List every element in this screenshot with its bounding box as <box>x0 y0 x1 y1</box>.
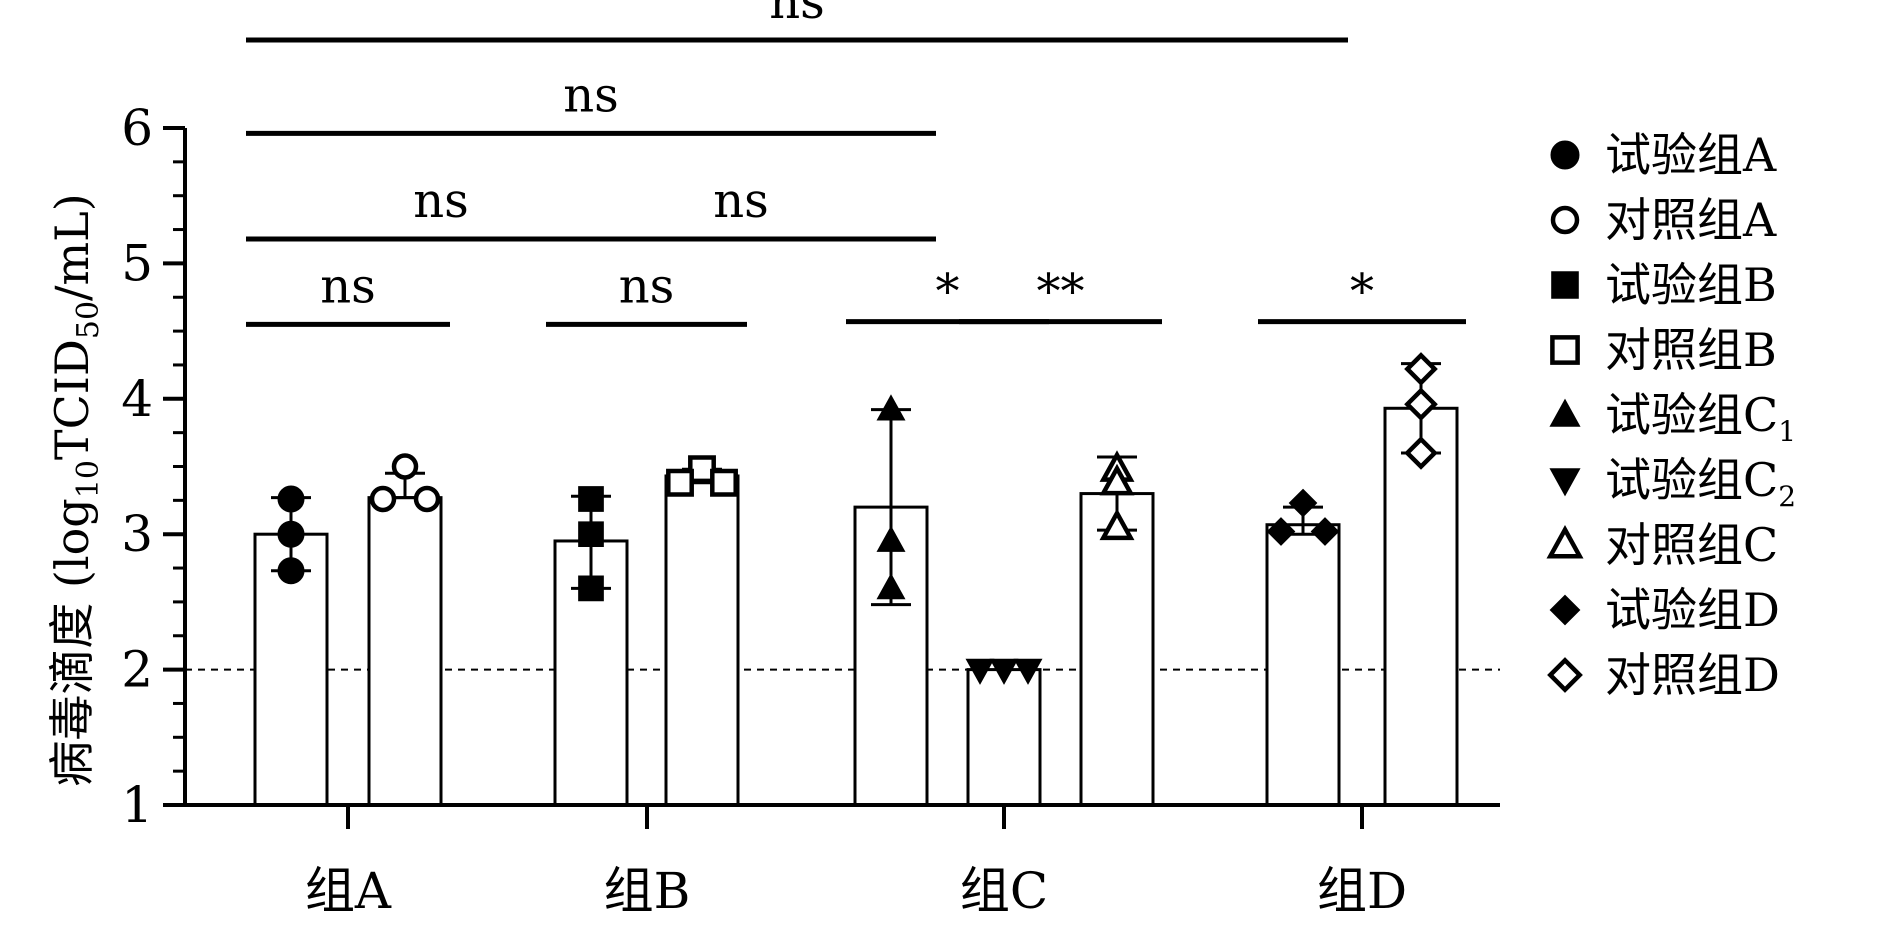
data-point-4-2 <box>666 468 694 497</box>
legend-label-5: 试验组C1 <box>1605 388 1796 448</box>
significance-label-5: ns <box>320 258 376 314</box>
legend-label-text-6: 试验组C <box>1605 453 1778 507</box>
legend-label-text-5: 试验组C <box>1605 388 1778 442</box>
significance-label-3: ns <box>413 173 469 229</box>
x-tick-label-3: 组C <box>960 862 1048 920</box>
legend-label-7: 对照组C <box>1605 518 1778 572</box>
data-point-1-1 <box>277 485 305 513</box>
data-point-5-2 <box>876 525 906 552</box>
legend-marker-8 <box>1549 594 1581 626</box>
legend-label-text-9: 对照组D <box>1605 648 1780 702</box>
legend-marker-3 <box>1551 271 1579 299</box>
legend-label-1: 试验组A <box>1605 128 1777 182</box>
legend-marker-7 <box>1546 524 1584 559</box>
significance-label-6: ns <box>619 258 675 314</box>
data-point-6-1 <box>965 658 995 685</box>
significance-label-9: * <box>1350 264 1374 320</box>
y-axis-title-mid: TCID <box>45 339 99 460</box>
legend-marker-6 <box>1549 468 1581 497</box>
legend-marker-2 <box>1550 205 1580 235</box>
legend-label-6: 试验组C2 <box>1605 453 1796 513</box>
legend-label-2: 对照组A <box>1605 193 1777 247</box>
y-axis-title-text: 病毒滴度 (log10TCID50/mL) <box>45 193 106 786</box>
x-tick-label-1: 组A <box>305 862 392 920</box>
data-point-7-2 <box>1099 463 1135 496</box>
legend-label-3: 试验组B <box>1605 258 1777 312</box>
data-point-3-2 <box>578 521 604 548</box>
data-point-9-3 <box>1404 436 1438 470</box>
data-point-8-1 <box>1288 488 1318 518</box>
data-point-6-2 <box>989 658 1019 685</box>
y-tick-label-2: 2 <box>121 641 153 699</box>
legend-label-text-8: 试验组D <box>1605 583 1780 637</box>
y-tick-label-6: 6 <box>121 99 153 157</box>
legend-marker-5 <box>1549 398 1581 427</box>
legend-label-9: 对照组D <box>1605 648 1780 702</box>
data-point-3-3 <box>578 575 604 602</box>
bar-7 <box>1079 492 1155 807</box>
data-point-4-3 <box>710 468 738 497</box>
y-tick-label-4: 4 <box>121 370 153 428</box>
legend-label-text-7: 对照组C <box>1605 518 1778 572</box>
bar-6 <box>966 668 1042 807</box>
legend-marker-1 <box>1550 140 1580 170</box>
bar-4 <box>664 474 740 807</box>
y-axis-title-post: /mL) <box>45 193 99 301</box>
significance-label-1: ns <box>769 0 825 30</box>
y-axis-title-sub2: 50 <box>71 301 106 339</box>
y-axis-title-pre: 病毒滴度 (log <box>45 498 99 786</box>
y-axis-title: 病毒滴度 (log10TCID50/mL) <box>45 193 106 786</box>
bar-2 <box>367 496 443 807</box>
data-point-5-1 <box>876 394 906 421</box>
significance-label-2: ns <box>563 67 619 123</box>
significance-label-4: ns <box>713 173 769 229</box>
legend-label-text-3: 试验组B <box>1605 258 1777 312</box>
data-point-2-3 <box>413 485 441 513</box>
y-axis-title-sub1: 10 <box>71 460 106 498</box>
data-point-2-1 <box>391 453 419 480</box>
data-point-1-3 <box>277 557 305 585</box>
data-point-8-2 <box>1266 517 1296 546</box>
x-tick-label-2: 组B <box>604 862 691 920</box>
significance-label-8: ** <box>1037 264 1085 320</box>
data-point-7-3 <box>1099 508 1135 541</box>
legend-marker-4 <box>1550 335 1580 365</box>
y-tick-label-1: 1 <box>121 776 153 834</box>
data-point-3-1 <box>578 486 604 512</box>
data-point-1-2 <box>277 520 305 548</box>
data-point-2-2 <box>369 485 397 513</box>
data-point-6-3 <box>1013 658 1043 685</box>
legend-label-8: 试验组D <box>1605 583 1780 637</box>
legend-label-text-2: 对照组A <box>1605 193 1777 247</box>
legend-label-text-4: 对照组B <box>1605 323 1777 377</box>
data-point-9-2 <box>1404 387 1438 422</box>
legend-label-sub-6: 2 <box>1778 480 1796 513</box>
legend-marker-9 <box>1547 657 1583 693</box>
bar-8 <box>1265 523 1341 807</box>
significance-label-7: * <box>936 264 960 320</box>
y-tick-label-5: 5 <box>121 234 153 292</box>
legend-label-sub-5: 1 <box>1778 415 1796 448</box>
y-tick-label-3: 3 <box>121 505 153 563</box>
data-point-5-3 <box>876 573 906 600</box>
x-tick-label-4: 组D <box>1317 862 1407 920</box>
data-point-8-3 <box>1310 517 1340 546</box>
data-point-9-1 <box>1404 352 1438 386</box>
legend-label-4: 对照组B <box>1605 323 1777 377</box>
legend-label-text-1: 试验组A <box>1605 128 1777 182</box>
